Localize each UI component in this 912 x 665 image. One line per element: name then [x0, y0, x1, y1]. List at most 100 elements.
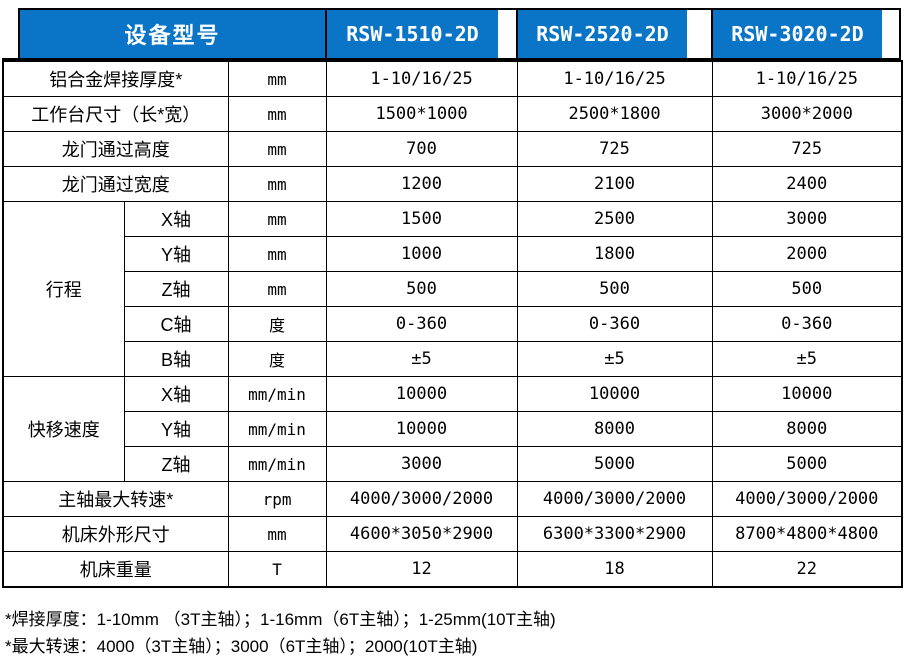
value-cell: 10000	[711, 376, 903, 412]
value-cell: 10000	[516, 376, 713, 412]
value-cell: 3000*2000	[711, 96, 903, 132]
value-cell: 500	[325, 271, 518, 307]
value-cell: 8000	[516, 411, 713, 447]
value-cell: ±5	[516, 341, 713, 377]
device-model-header: 设备型号	[20, 10, 325, 58]
value-cell: 1500*1000	[325, 96, 518, 132]
value-cell: 1-10/16/25	[325, 60, 518, 97]
value-cell: 0-360	[711, 306, 903, 342]
value-cell: 1200	[325, 166, 518, 202]
axis-label: B轴	[123, 341, 229, 377]
unit-cell: mm	[227, 131, 327, 167]
value-cell: 4000/3000/2000	[516, 481, 713, 517]
table-row: Y轴 mm/min 10000 8000 8000	[3, 411, 903, 447]
table-row: Y轴 mm 1000 1800 2000	[3, 236, 903, 272]
axis-label: Z轴	[123, 271, 229, 307]
value-cell: 700	[325, 131, 518, 167]
row-label: 铝合金焊接厚度*	[2, 60, 229, 97]
spec-table: 铝合金焊接厚度* mm 1-10/16/25 1-10/16/25 1-10/1…	[2, 60, 904, 588]
table-row: 行程 X轴 mm 1500 2500 3000	[2, 201, 903, 377]
axis-label: Z轴	[123, 446, 229, 482]
unit-cell: mm	[227, 516, 327, 552]
row-label: 主轴最大转速*	[2, 481, 229, 517]
header-grid-line	[711, 8, 713, 58]
value-cell: 22	[711, 551, 903, 588]
row-label: 工作台尺寸（长*宽）	[2, 96, 229, 132]
table-row: 主轴最大转速* rpm 4000/3000/2000 4000/3000/200…	[2, 481, 903, 517]
value-cell: 10000	[325, 376, 518, 412]
axis-label: Y轴	[123, 411, 229, 447]
value-cell: 8000	[711, 411, 903, 447]
header-grid-line	[325, 8, 327, 58]
value-cell: 2500*1800	[516, 96, 713, 132]
unit-cell: mm	[227, 166, 327, 202]
unit-cell: mm/min	[227, 411, 327, 447]
axis-label: X轴	[123, 376, 229, 412]
footnote-max-speed: *最大转速：4000（3T主轴）；3000（6T主轴）；2000(10T主轴)	[5, 637, 478, 656]
value-cell: 5000	[711, 446, 903, 482]
unit-cell: mm	[227, 60, 327, 97]
table-row: C轴 度 0-360 0-360 0-360	[3, 306, 903, 342]
unit-cell: mm/min	[227, 376, 327, 412]
unit-cell: rpm	[227, 481, 327, 517]
value-cell: 1-10/16/25	[516, 60, 713, 97]
value-cell: 1000	[325, 236, 518, 272]
row-label: 龙门通过宽度	[2, 166, 229, 202]
value-cell: 4000/3000/2000	[325, 481, 518, 517]
value-cell: 2400	[711, 166, 903, 202]
header-grid-line	[18, 8, 20, 58]
value-cell: 2500	[516, 201, 713, 237]
value-cell: 1-10/16/25	[711, 60, 903, 97]
value-cell: 0-360	[516, 306, 713, 342]
value-cell: ±5	[711, 341, 903, 377]
table-row: 龙门通过高度 mm 700 725 725	[2, 131, 903, 167]
footnotes: *焊接厚度：1-10mm （3T主轴）；1-16mm（6T主轴）；1-25mm(…	[5, 606, 905, 660]
table-row: 机床外形尺寸 mm 4600*3050*2900 6300*3300*2900 …	[2, 516, 903, 552]
value-cell: 1500	[325, 201, 518, 237]
row-label: 机床重量	[2, 551, 229, 588]
table-row: 快移速度 X轴 mm/min 10000 10000 10000	[2, 376, 903, 482]
unit-cell: mm	[227, 236, 327, 272]
value-cell: 1800	[516, 236, 713, 272]
model-header-rsw-2520-2d: RSW-2520-2D	[518, 10, 687, 58]
value-cell: 12	[325, 551, 518, 588]
value-cell: 3000	[325, 446, 518, 482]
table-row: 铝合金焊接厚度* mm 1-10/16/25 1-10/16/25 1-10/1…	[2, 60, 903, 97]
group-label-rapid-speed: 快移速度	[2, 376, 125, 482]
unit-cell: T	[227, 551, 327, 588]
value-cell: 4600*3050*2900	[325, 516, 518, 552]
unit-cell: 度	[227, 306, 327, 342]
unit-cell: 度	[227, 341, 327, 377]
model-header-rsw-3020-2d: RSW-3020-2D	[713, 10, 882, 58]
table-row: B轴 度 ±5 ±5 ±5	[3, 341, 903, 377]
table-row: 工作台尺寸（长*宽） mm 1500*1000 2500*1800 3000*2…	[2, 96, 903, 132]
value-cell: 725	[516, 131, 713, 167]
table-row: 龙门通过宽度 mm 1200 2100 2400	[2, 166, 903, 202]
value-cell: 725	[711, 131, 903, 167]
table-header: 设备型号 RSW-1510-2D RSW-2520-2D RSW-3020-2D	[2, 8, 901, 60]
footnote-weld-thickness: *焊接厚度：1-10mm （3T主轴）；1-16mm（6T主轴）；1-25mm(…	[5, 610, 556, 629]
unit-cell: mm	[227, 201, 327, 237]
group-label-travel: 行程	[2, 201, 125, 377]
axis-label: Y轴	[123, 236, 229, 272]
axis-label: X轴	[123, 201, 229, 237]
axis-label: C轴	[123, 306, 229, 342]
unit-cell: mm	[227, 271, 327, 307]
row-label: 龙门通过高度	[2, 131, 229, 167]
header-grid-line	[516, 8, 518, 58]
value-cell: 6300*3300*2900	[516, 516, 713, 552]
row-label: 机床外形尺寸	[2, 516, 229, 552]
table-row: Z轴 mm/min 3000 5000 5000	[3, 446, 903, 482]
table-row: Z轴 mm 500 500 500	[3, 271, 903, 307]
value-cell: 2100	[516, 166, 713, 202]
value-cell: 500	[711, 271, 903, 307]
header-grid-line	[899, 8, 901, 58]
value-cell: 10000	[325, 411, 518, 447]
value-cell: 3000	[711, 201, 903, 237]
value-cell: 0-360	[325, 306, 518, 342]
value-cell: 18	[516, 551, 713, 588]
value-cell: 8700*4800*4800	[711, 516, 903, 552]
value-cell: 2000	[711, 236, 903, 272]
table-row: 机床重量 T 12 18 22	[2, 551, 903, 588]
